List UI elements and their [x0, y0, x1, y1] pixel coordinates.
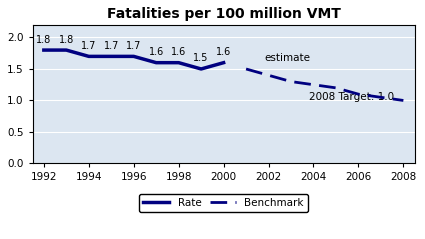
Benchmark — [266, 74, 271, 77]
Text: 1.8: 1.8 — [59, 34, 74, 44]
Benchmark — [334, 87, 339, 89]
Text: 1.7: 1.7 — [81, 41, 96, 51]
Rate — [41, 49, 46, 52]
Text: 1.7: 1.7 — [104, 41, 119, 51]
Rate — [198, 68, 204, 71]
Text: 1.7: 1.7 — [126, 41, 142, 51]
Text: 1.5: 1.5 — [193, 54, 209, 63]
Rate — [86, 55, 91, 58]
Line: Rate: Rate — [44, 50, 224, 69]
Benchmark — [378, 96, 383, 99]
Text: 1.6: 1.6 — [171, 47, 186, 57]
Line: Benchmark: Benchmark — [246, 69, 403, 100]
Rate — [154, 61, 159, 64]
Text: 1.6: 1.6 — [216, 47, 231, 57]
Text: 1.8: 1.8 — [36, 34, 51, 44]
Text: estimate: estimate — [264, 53, 310, 63]
Benchmark — [311, 83, 316, 86]
Rate — [131, 55, 136, 58]
Benchmark — [244, 68, 249, 71]
Rate — [64, 49, 69, 52]
Benchmark — [289, 80, 294, 83]
Benchmark — [401, 99, 406, 102]
Text: 2008 Target: 1.0: 2008 Target: 1.0 — [309, 92, 394, 102]
Text: 1.6: 1.6 — [149, 47, 164, 57]
Rate — [176, 61, 181, 64]
Title: Fatalities per 100 million VMT: Fatalities per 100 million VMT — [107, 7, 340, 21]
Benchmark — [356, 93, 361, 96]
Rate — [221, 61, 226, 64]
Legend: Rate, Benchmark: Rate, Benchmark — [139, 194, 308, 212]
Rate — [109, 55, 114, 58]
